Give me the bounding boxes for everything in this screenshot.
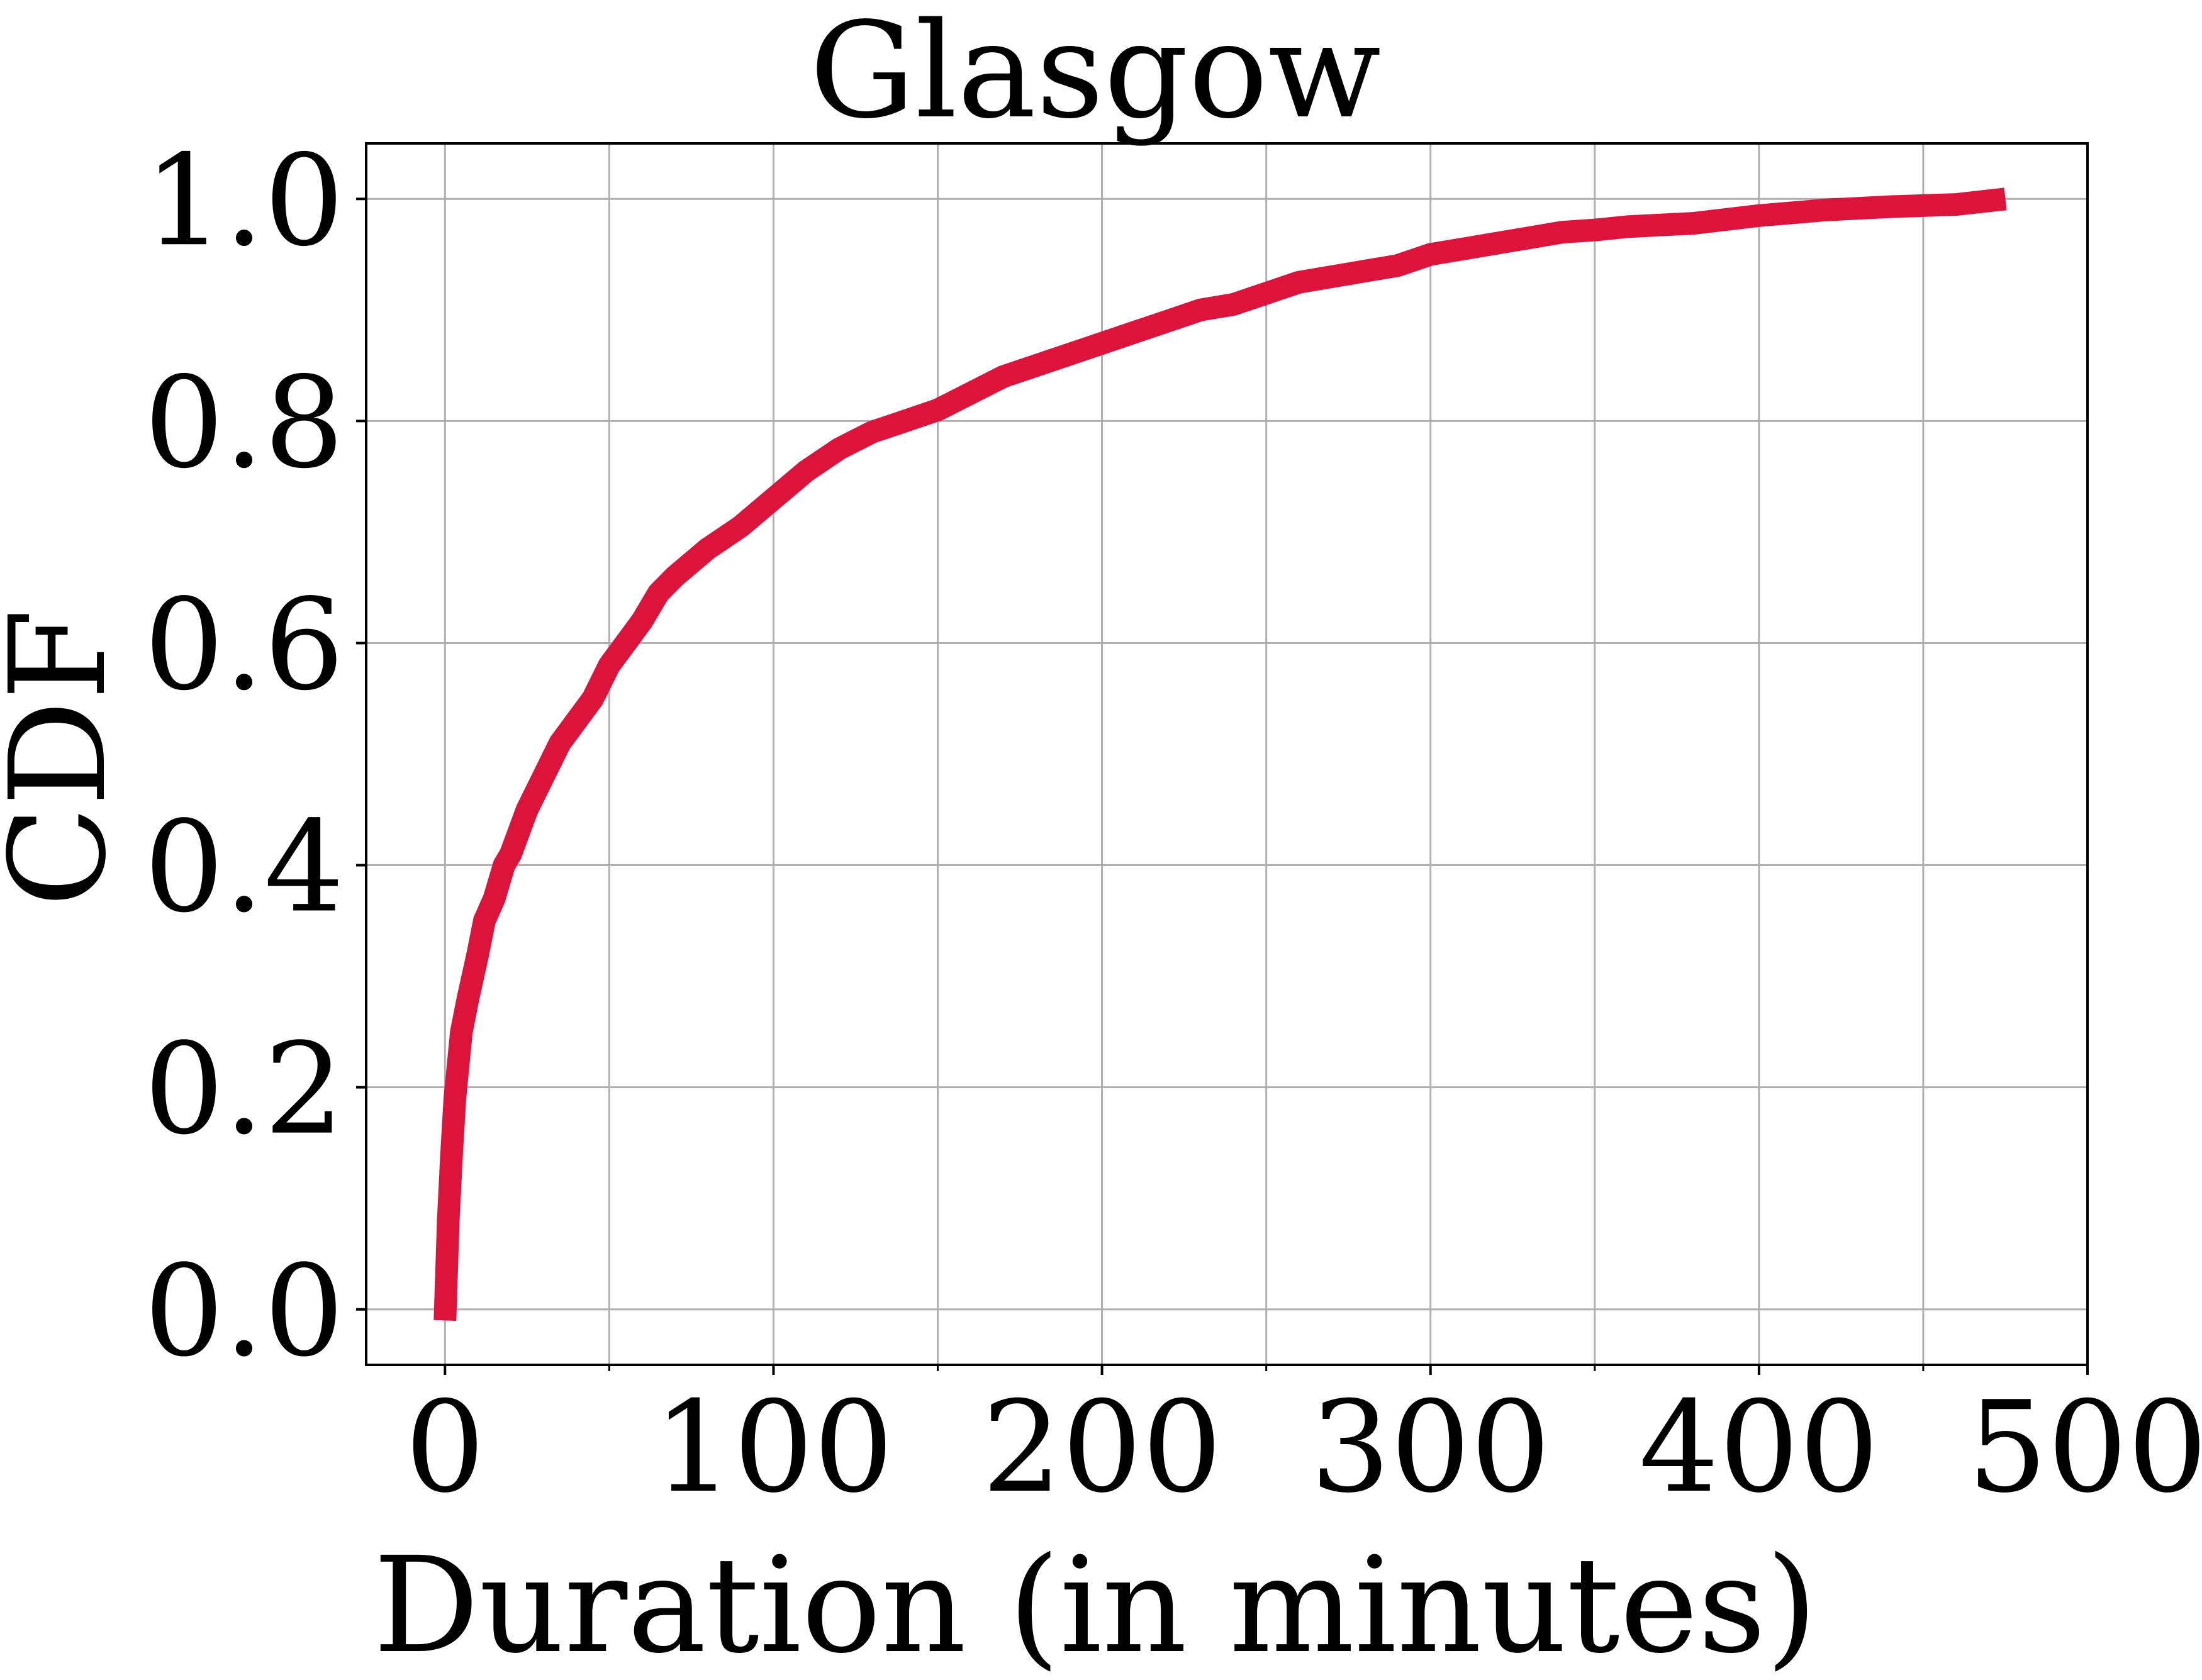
x-tick-label: 200 bbox=[982, 1374, 1222, 1521]
y-tick-label: 0.6 bbox=[144, 572, 344, 718]
cdf-line bbox=[433, 187, 2007, 1321]
data-series bbox=[433, 187, 2007, 1321]
y-tick-label: 0.4 bbox=[144, 794, 344, 941]
x-tick-label: 100 bbox=[654, 1374, 894, 1521]
y-tick-label: 0.2 bbox=[144, 1016, 344, 1163]
chart-title: Glasgow bbox=[810, 0, 1382, 148]
y-tick-label: 1.0 bbox=[144, 128, 344, 274]
y-tick-label: 0.0 bbox=[144, 1238, 344, 1385]
y-tick-label: 0.8 bbox=[144, 350, 344, 496]
x-tick-label: 300 bbox=[1311, 1374, 1551, 1521]
y-axis-label: CDF bbox=[0, 609, 135, 908]
x-tick-label: 400 bbox=[1639, 1374, 1879, 1521]
x-tick-label: 500 bbox=[1967, 1374, 2202, 1521]
plot-area-frame bbox=[365, 142, 2089, 1366]
x-axis-label: Duration (in minutes) bbox=[373, 1528, 1817, 1680]
axis-ticks: 0 100 200 300 400 500 0.0 0.2 0.4 0.6 0.8 1.0 bbox=[144, 128, 2202, 1521]
x-tick-label: 0 bbox=[405, 1374, 485, 1521]
